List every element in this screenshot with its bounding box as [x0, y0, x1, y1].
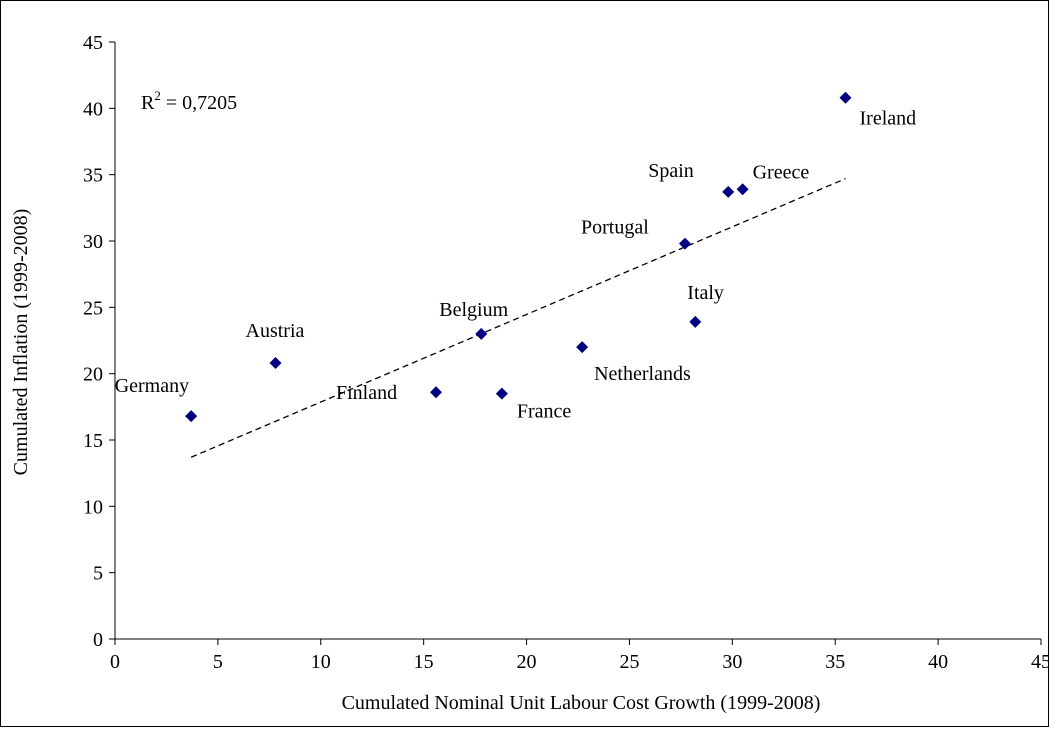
r-squared-prefix: R	[141, 92, 155, 114]
y-tick-label: 45	[83, 32, 103, 54]
x-tick-label: 15	[414, 651, 434, 673]
x-axis-title: Cumulated Nominal Unit Labour Cost Growt…	[342, 692, 821, 714]
y-tick-label: 5	[93, 563, 103, 585]
x-tick-label: 45	[1031, 651, 1048, 673]
x-tick-label: 30	[722, 651, 742, 673]
trendline	[190, 178, 846, 458]
data-points	[185, 91, 852, 423]
x-tick-label: 40	[928, 651, 948, 673]
y-tick-label: 10	[83, 496, 103, 518]
trendline-group	[190, 178, 846, 458]
y-tick-label: 0	[93, 629, 103, 651]
y-tick-label: 35	[83, 165, 103, 187]
data-point-portugal	[679, 237, 692, 250]
r-squared-exponent: 2	[154, 88, 161, 103]
point-label-portugal: Portugal	[581, 217, 649, 239]
point-label-greece: Greece	[753, 161, 810, 183]
x-tick-label: 20	[517, 651, 537, 673]
x-tick-label: 0	[110, 651, 120, 673]
y-axis-title: Cumulated Inflation (1999-2008)	[10, 209, 32, 476]
point-label-italy: Italy	[687, 282, 724, 304]
point-label-netherlands: Netherlands	[594, 363, 691, 385]
y-tick-label: 25	[83, 297, 103, 319]
x-tick-label: 25	[619, 651, 639, 673]
y-tick-label: 15	[83, 430, 103, 452]
data-point-germany	[185, 410, 198, 423]
y-tick-label: 30	[83, 231, 103, 253]
data-point-finland	[430, 386, 443, 399]
y-tick-label: 20	[83, 364, 103, 386]
x-tick-label: 5	[213, 651, 223, 673]
data-point-belgium	[475, 327, 488, 340]
y-tick-label: 40	[83, 98, 103, 120]
point-label-france: France	[517, 401, 572, 423]
data-point-ireland	[839, 91, 852, 104]
x-tick-label: 35	[825, 651, 845, 673]
point-label-austria: Austria	[246, 320, 305, 342]
point-label-germany: Germany	[115, 375, 189, 397]
data-point-austria	[269, 357, 282, 370]
data-point-france	[495, 387, 508, 400]
data-point-italy	[689, 315, 702, 328]
x-tick-label: 10	[311, 651, 331, 673]
point-label-spain: Spain	[648, 160, 694, 182]
data-point-spain	[722, 185, 735, 198]
point-label-finland: Finland	[336, 382, 397, 404]
point-labels: Germany Austria Finland Belgium France Nether…	[115, 108, 916, 423]
point-label-belgium: Belgium	[439, 299, 508, 321]
r-squared-value: = 0,7205	[161, 92, 237, 114]
r-squared-annotation: R2 = 0,7205	[141, 88, 237, 114]
axes: 0 5 10 15 20 25 30 35 40 45 0 5 10 15 20 25 30 35 40 45	[83, 32, 1049, 673]
data-point-netherlands	[576, 341, 589, 354]
data-point-greece	[736, 183, 749, 196]
point-label-ireland: Ireland	[860, 108, 917, 130]
